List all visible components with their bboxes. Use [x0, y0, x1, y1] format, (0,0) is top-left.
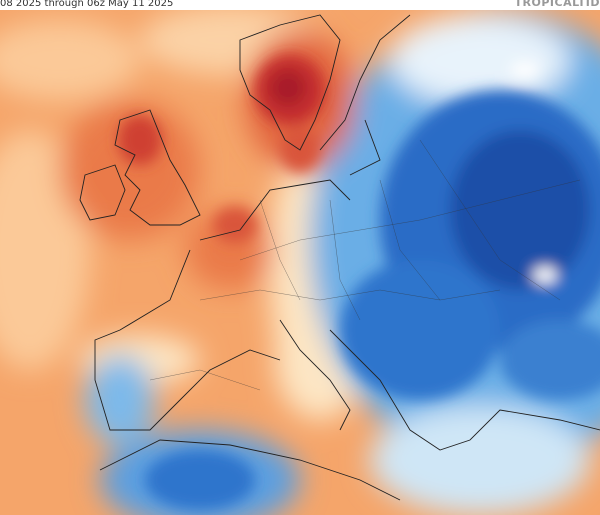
- field-cold-core: [340, 260, 500, 400]
- field-hot-core: [270, 70, 306, 106]
- coast-baltic: [319, 14, 411, 176]
- coastlines: [79, 14, 600, 501]
- borders: [149, 139, 581, 391]
- header-strip: [0, 0, 600, 10]
- field-neutral: [510, 62, 540, 78]
- field-light: [0, 20, 140, 100]
- anomaly-field: [0, 10, 600, 515]
- border-lines: [149, 139, 581, 391]
- coast-britain: [114, 109, 201, 226]
- field-hot-core: [213, 207, 257, 243]
- coast-ireland: [79, 164, 126, 221]
- field-neutral: [533, 267, 557, 283]
- field-warm: [60, 100, 200, 240]
- coast-norway: [239, 14, 341, 151]
- field-cold-core: [450, 130, 590, 290]
- field-neutral: [390, 15, 570, 105]
- field-cool: [370, 405, 590, 515]
- field-cold: [85, 355, 155, 445]
- coast-west: [94, 179, 351, 431]
- field-cold-core: [500, 320, 600, 400]
- field-cold-core: [145, 450, 255, 510]
- coast-south: [279, 319, 600, 451]
- coast-africa: [99, 439, 401, 501]
- brand: TROPICALTID: [515, 0, 600, 9]
- field-core: [118, 55, 600, 510]
- map-title: 08 2025 through 06z May 11 2025: [0, 0, 173, 9]
